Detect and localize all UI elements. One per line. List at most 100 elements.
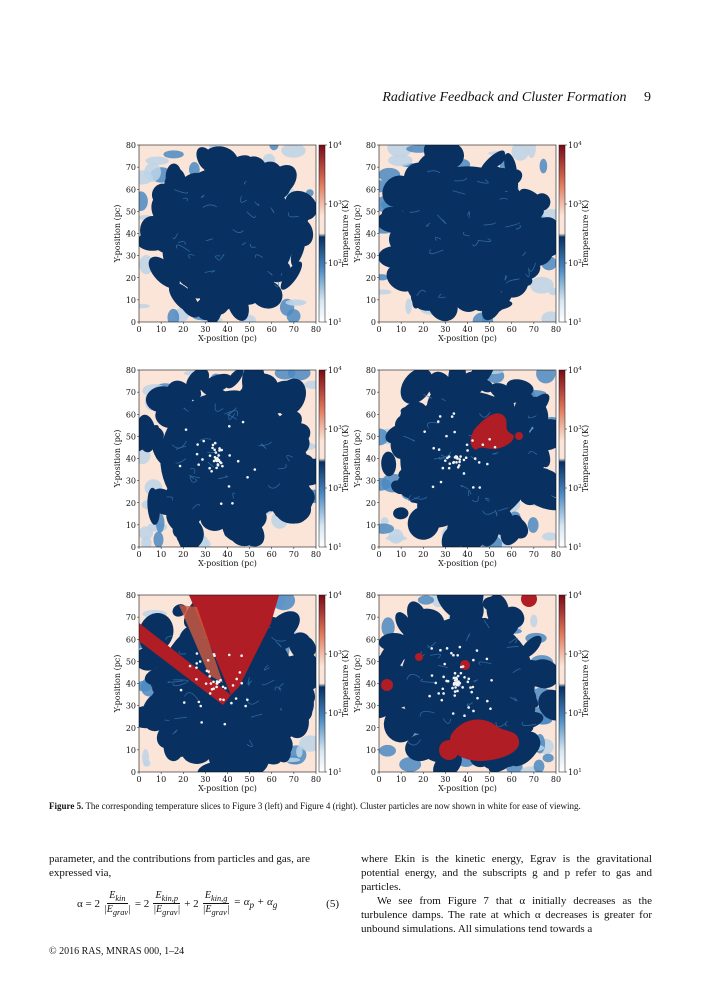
x-tick-label: 30 [440,325,450,334]
cluster-particle [453,694,457,697]
colorbar-label: Temperature (K) [341,425,350,492]
cluster-particle [481,443,485,447]
equation-number: (5) [326,897,339,910]
y-axis-label: Y-position (pc) [353,205,362,264]
x-tick-label: 50 [245,325,255,334]
cluster-particle [471,685,475,689]
cluster-particle [230,701,233,705]
x-axis-label: X-position (pc) [198,784,257,793]
x-tick-label: 0 [376,325,381,334]
x-tick-label: 0 [136,325,141,334]
y-tick-label: 80 [126,366,136,375]
cluster-particle [235,677,239,681]
footer-copyright: © 2016 RAS, MNRAS 000, 1–24 [49,946,185,957]
x-tick-label: 70 [289,550,299,559]
cluster-particle [456,689,459,693]
eq-ekin-sub: kin [115,894,126,903]
x-tick-label: 10 [396,325,406,334]
x-tick-label: 40 [462,775,472,784]
x-tick-label: 20 [418,325,428,334]
colorbar-tick-label: 101 [568,768,582,777]
y-tick-label: 60 [126,410,136,419]
x-tick-label: 70 [529,775,539,784]
colorbar-tick-label: 104 [568,141,582,150]
cluster-particle [452,683,456,686]
y-tick-label: 30 [366,477,376,486]
y-tick-label: 10 [126,746,136,755]
y-tick-label: 70 [366,613,376,622]
cluster-particle [221,685,225,689]
panel-plot-svg: 00 10 10 20 20 30 30 40 40 50 50 60 60 70 70 80 80 X-posi… [353,141,590,343]
x-tick-label: 10 [396,775,406,784]
y-tick-label: 40 [126,230,136,239]
cluster-particle [198,660,202,663]
cluster-particle [457,683,460,687]
eq-fraction-total: Ekin |Egrav| [102,890,133,917]
cluster-particle [493,445,497,449]
colorbar-label: Temperature (K) [581,650,590,717]
colorbar [558,594,566,773]
colorbar-tick-label: 104 [328,366,342,375]
cluster-particle [451,686,454,690]
eq-egrav-3: |E [202,904,212,915]
y-tick-label: 30 [366,252,376,261]
x-tick-label: 30 [200,325,210,334]
figure-panel-1: 0 0 10 10 20 20 30 30 40 40 50 50 60 60 70 70 80 80 X-posi… [106,133,350,345]
colorbar-tick-label: 102 [328,709,342,718]
cluster-particle [437,448,441,451]
cluster-particle [452,653,455,657]
x-tick-label: 0 [376,550,381,559]
cluster-particle [219,698,222,701]
panel-plot-svg: 00 10 10 20 20 30 30 40 40 50 50 60 60 70 70 80 80 X-posi… [113,141,350,343]
cluster-particle [453,671,457,675]
y-tick-label: 20 [126,499,136,508]
cluster-particle [445,647,449,650]
cluster-particle [228,454,231,457]
cluster-particle [236,459,240,463]
figure-panel-5: 0 0 10 10 20 20 30 30 40 40 50 50 60 60 70 70 80 80 X-posi… [106,583,350,795]
x-tick-label: 50 [485,775,495,784]
cluster-particle [240,654,243,657]
cluster-particle [466,449,469,452]
colorbar-tick-label: 104 [328,591,342,600]
x-tick-label: 80 [551,550,561,559]
y-tick-label: 40 [366,455,376,464]
x-axis-label: X-position (pc) [438,784,497,793]
caption-text: The corresponding temperature slices to … [85,801,581,811]
cluster-particle [467,677,471,681]
cluster-particle [210,470,213,473]
cluster-particle [195,452,199,456]
y-tick-label: 60 [126,185,136,194]
x-tick-label: 60 [267,325,277,334]
cluster-particle [212,680,215,684]
eq-ekin: E [109,890,116,901]
y-tick-label: 40 [126,455,136,464]
y-tick-label: 30 [126,702,136,711]
y-tick-label: 0 [371,768,376,777]
colorbar-tick-label: 101 [328,543,342,552]
x-tick-label: 40 [222,325,232,334]
eq-ekin-p-sub: kin,p [161,894,179,903]
y-tick-label: 30 [126,477,136,486]
cluster-particle [219,502,223,505]
cluster-particle [200,721,203,724]
cluster-particle [246,476,249,479]
cluster-particle [455,461,458,464]
x-tick-label: 60 [267,550,277,559]
y-tick-label: 60 [366,635,376,644]
x-tick-label: 30 [440,550,450,559]
y-tick-label: 70 [366,163,376,172]
cluster-particle [453,690,457,693]
y-tick-label: 0 [131,768,136,777]
cluster-particle [462,458,466,462]
colorbar-tick-label: 103 [568,200,582,209]
cluster-particle [477,461,481,464]
cluster-particle [456,465,460,469]
cluster-particle [450,415,454,418]
y-tick-label: 20 [366,274,376,283]
y-axis-label: Y-position (pc) [113,430,122,489]
cluster-particle [231,684,235,687]
cluster-particle [231,501,234,505]
colorbar-tick-label: 102 [568,259,582,268]
running-head: Radiative Feedback and Cluster Formation… [0,90,651,106]
